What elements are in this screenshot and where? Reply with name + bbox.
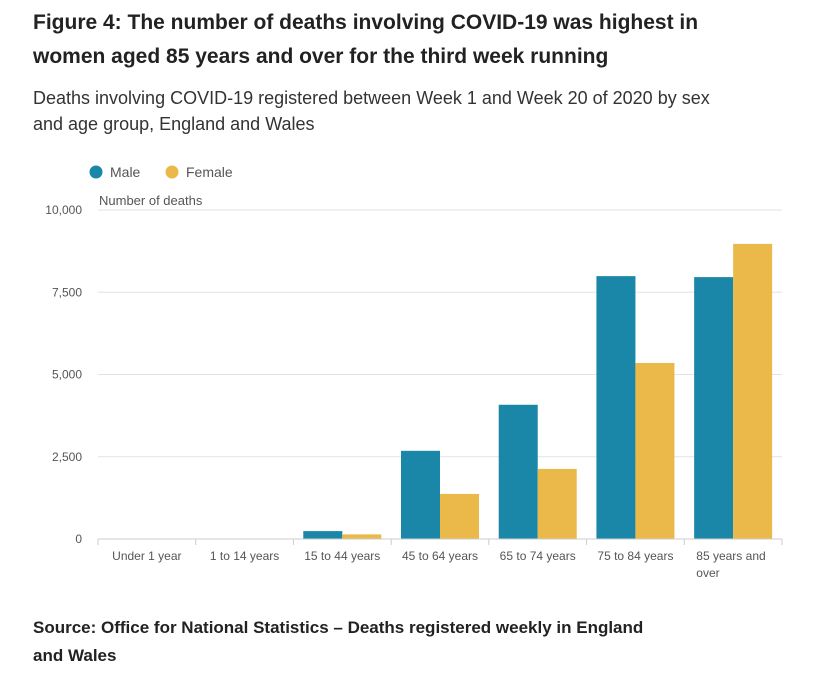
bar-male: [694, 277, 734, 539]
x-tick-label: 1 to 14 years: [210, 549, 279, 563]
bar-female: [440, 493, 479, 539]
legend-swatch-male: [89, 165, 103, 179]
x-tick-label: 15 to 44 years: [304, 549, 380, 563]
x-tick-label: 65 to 74 years: [500, 549, 576, 563]
y-tick-label: 10,000: [45, 203, 82, 217]
chart-subtitle: Deaths involving COVID-19 registered bet…: [33, 88, 710, 134]
y-tick-label: 7,500: [52, 285, 82, 299]
legend-label-female: Female: [186, 164, 233, 180]
bar-female: [537, 468, 577, 539]
bar-male: [596, 276, 636, 539]
y-tick-label: 5,000: [52, 368, 82, 382]
y-tick-label: 0: [75, 532, 82, 546]
bar-female: [733, 243, 773, 539]
y-tick-label: 2,500: [52, 450, 82, 464]
bar-male: [498, 404, 538, 539]
bar-chart: 0 2,500 5,000 7,500 10,000 Number of deaths Ma…: [45, 164, 783, 580]
legend-swatch-female: [165, 165, 179, 179]
x-tick-label: 75 to 84 years: [597, 549, 673, 563]
chart-title: Figure 4: The number of deaths involving…: [33, 11, 699, 68]
y-axis-label: Number of deaths: [99, 193, 203, 208]
x-tick-label: 45 to 64 years: [402, 549, 478, 563]
source-note: Source: Office for National Statistics –…: [33, 618, 644, 665]
bar-female: [635, 362, 675, 539]
x-tick-label: 85 years and over: [696, 549, 765, 580]
bar-male: [401, 450, 440, 539]
legend-label-male: Male: [110, 164, 141, 180]
bar-male: [303, 531, 343, 539]
x-tick-label: Under 1 year: [112, 549, 181, 563]
bar-female: [342, 534, 382, 539]
